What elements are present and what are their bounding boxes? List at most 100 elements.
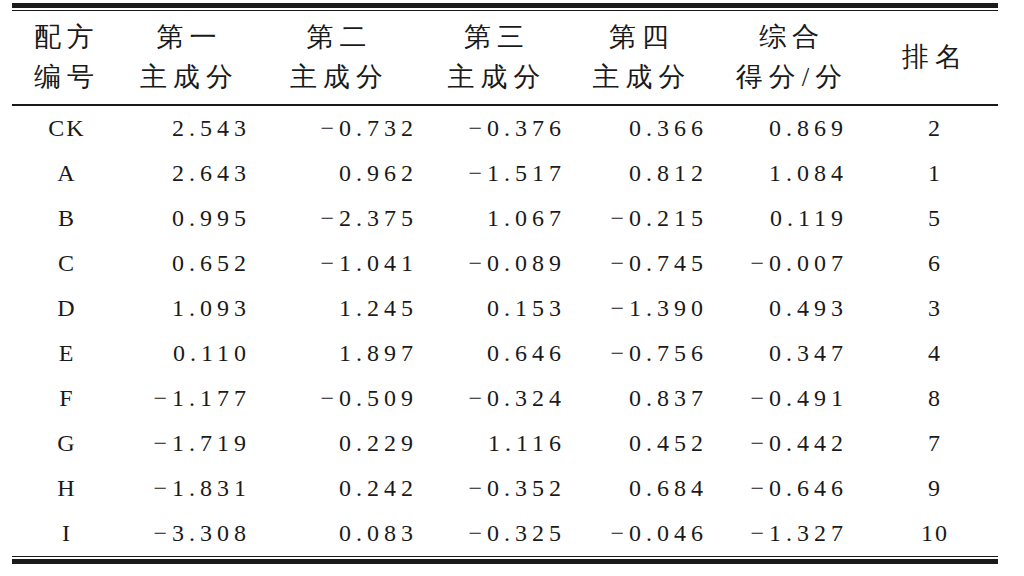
cell-pc4: −0.215 [572, 196, 712, 241]
cell-pc1: −1.177 [122, 376, 257, 421]
cell-formula-id: E [12, 331, 122, 376]
cell-rank: 3 [872, 286, 998, 331]
cell-rank: 8 [872, 376, 998, 421]
column-header-pc3: 第三 主成分 [422, 11, 572, 105]
table-row: B 0.995 −2.375 1.067 −0.215 0.119 5 [12, 196, 998, 241]
header-row: 配方 编号 第一 主成分 第二 主成分 第三 主成分 [12, 11, 998, 105]
header-label: 综合 [712, 18, 872, 57]
header-label: 主成分 [122, 58, 257, 97]
cell-pc1: 1.093 [122, 286, 257, 331]
cell-pc2: 1.245 [257, 286, 422, 331]
cell-composite-score: 0.347 [712, 331, 872, 376]
cell-pc3: 1.116 [422, 421, 572, 466]
header-label: 第三 [422, 18, 572, 57]
column-header-pc2: 第二 主成分 [257, 11, 422, 105]
cell-formula-id: H [12, 466, 122, 511]
cell-pc1: 2.643 [122, 151, 257, 196]
table-header: 配方 编号 第一 主成分 第二 主成分 第三 主成分 [12, 11, 998, 105]
table-row: G −1.719 0.229 1.116 0.452 −0.442 7 [12, 421, 998, 466]
cell-pc1: −1.831 [122, 466, 257, 511]
table-row: D 1.093 1.245 0.153 −1.390 0.493 3 [12, 286, 998, 331]
cell-pc2: 0.962 [257, 151, 422, 196]
cell-formula-id: CK [12, 105, 122, 151]
table-body: CK 2.543 −0.732 −0.376 0.366 0.869 2 A 2… [12, 105, 998, 556]
table-row: F −1.177 −0.509 −0.324 0.837 −0.491 8 [12, 376, 998, 421]
cell-composite-score: 0.869 [712, 105, 872, 151]
cell-pc4: 0.812 [572, 151, 712, 196]
cell-pc2: −0.732 [257, 105, 422, 151]
cell-pc4: −0.756 [572, 331, 712, 376]
header-label: 主成分 [422, 58, 572, 97]
cell-pc3: 1.067 [422, 196, 572, 241]
header-label: 配方 [12, 18, 122, 57]
cell-formula-id: F [12, 376, 122, 421]
column-header-formula-id: 配方 编号 [12, 11, 122, 105]
cell-rank: 5 [872, 196, 998, 241]
cell-rank: 10 [872, 511, 998, 556]
cell-pc1: 2.543 [122, 105, 257, 151]
column-header-rank: 排名 [872, 11, 998, 105]
table-row: I −3.308 0.083 −0.325 −0.046 −1.327 10 [12, 511, 998, 556]
cell-formula-id: A [12, 151, 122, 196]
cell-pc4: 0.452 [572, 421, 712, 466]
bottom-rule-thick [12, 559, 998, 564]
column-header-composite-score: 综合 得分/分 [712, 11, 872, 105]
header-label: 第一 [122, 18, 257, 57]
table-row: A 2.643 0.962 −1.517 0.812 1.084 1 [12, 151, 998, 196]
cell-pc2: 1.897 [257, 331, 422, 376]
cell-formula-id: G [12, 421, 122, 466]
cell-pc4: 0.684 [572, 466, 712, 511]
cell-pc2: 0.083 [257, 511, 422, 556]
cell-formula-id: C [12, 241, 122, 286]
cell-composite-score: −0.491 [712, 376, 872, 421]
cell-pc4: −0.745 [572, 241, 712, 286]
cell-formula-id: I [12, 511, 122, 556]
cell-pc1: 0.652 [122, 241, 257, 286]
cell-pc4: 0.837 [572, 376, 712, 421]
cell-pc2: −2.375 [257, 196, 422, 241]
cell-pc3: −1.517 [422, 151, 572, 196]
cell-rank: 7 [872, 421, 998, 466]
pca-score-table: 配方 编号 第一 主成分 第二 主成分 第三 主成分 [12, 3, 998, 564]
cell-formula-id: B [12, 196, 122, 241]
table-row: H −1.831 0.242 −0.352 0.684 −0.646 9 [12, 466, 998, 511]
paper-table-page: 配方 编号 第一 主成分 第二 主成分 第三 主成分 [0, 0, 1024, 576]
cell-pc2: −1.041 [257, 241, 422, 286]
data-table: 配方 编号 第一 主成分 第二 主成分 第三 主成分 [12, 11, 998, 556]
cell-rank: 4 [872, 331, 998, 376]
column-header-pc4: 第四 主成分 [572, 11, 712, 105]
cell-composite-score: 0.119 [712, 196, 872, 241]
cell-composite-score: −0.646 [712, 466, 872, 511]
cell-pc2: 0.242 [257, 466, 422, 511]
table-row: E 0.110 1.897 0.646 −0.756 0.347 4 [12, 331, 998, 376]
cell-pc1: −1.719 [122, 421, 257, 466]
cell-composite-score: −0.007 [712, 241, 872, 286]
cell-pc3: 0.646 [422, 331, 572, 376]
cell-pc3: −0.324 [422, 376, 572, 421]
header-label: 排名 [872, 38, 998, 77]
header-label: 得分/分 [712, 58, 872, 97]
header-label: 第二 [257, 18, 422, 57]
header-label: 第四 [572, 18, 712, 57]
header-label: 主成分 [257, 58, 422, 97]
cell-pc3: −0.325 [422, 511, 572, 556]
cell-rank: 2 [872, 105, 998, 151]
cell-composite-score: −1.327 [712, 511, 872, 556]
cell-pc1: 0.110 [122, 331, 257, 376]
column-header-pc1: 第一 主成分 [122, 11, 257, 105]
header-label: 主成分 [572, 58, 712, 97]
cell-pc1: −3.308 [122, 511, 257, 556]
cell-pc2: −0.509 [257, 376, 422, 421]
cell-pc4: −1.390 [572, 286, 712, 331]
cell-composite-score: 1.084 [712, 151, 872, 196]
cell-pc3: −0.089 [422, 241, 572, 286]
header-label: 编号 [12, 58, 122, 97]
table-row: C 0.652 −1.041 −0.089 −0.745 −0.007 6 [12, 241, 998, 286]
cell-pc4: 0.366 [572, 105, 712, 151]
cell-pc3: 0.153 [422, 286, 572, 331]
cell-rank: 6 [872, 241, 998, 286]
cell-composite-score: 0.493 [712, 286, 872, 331]
cell-rank: 1 [872, 151, 998, 196]
cell-rank: 9 [872, 466, 998, 511]
cell-pc1: 0.995 [122, 196, 257, 241]
